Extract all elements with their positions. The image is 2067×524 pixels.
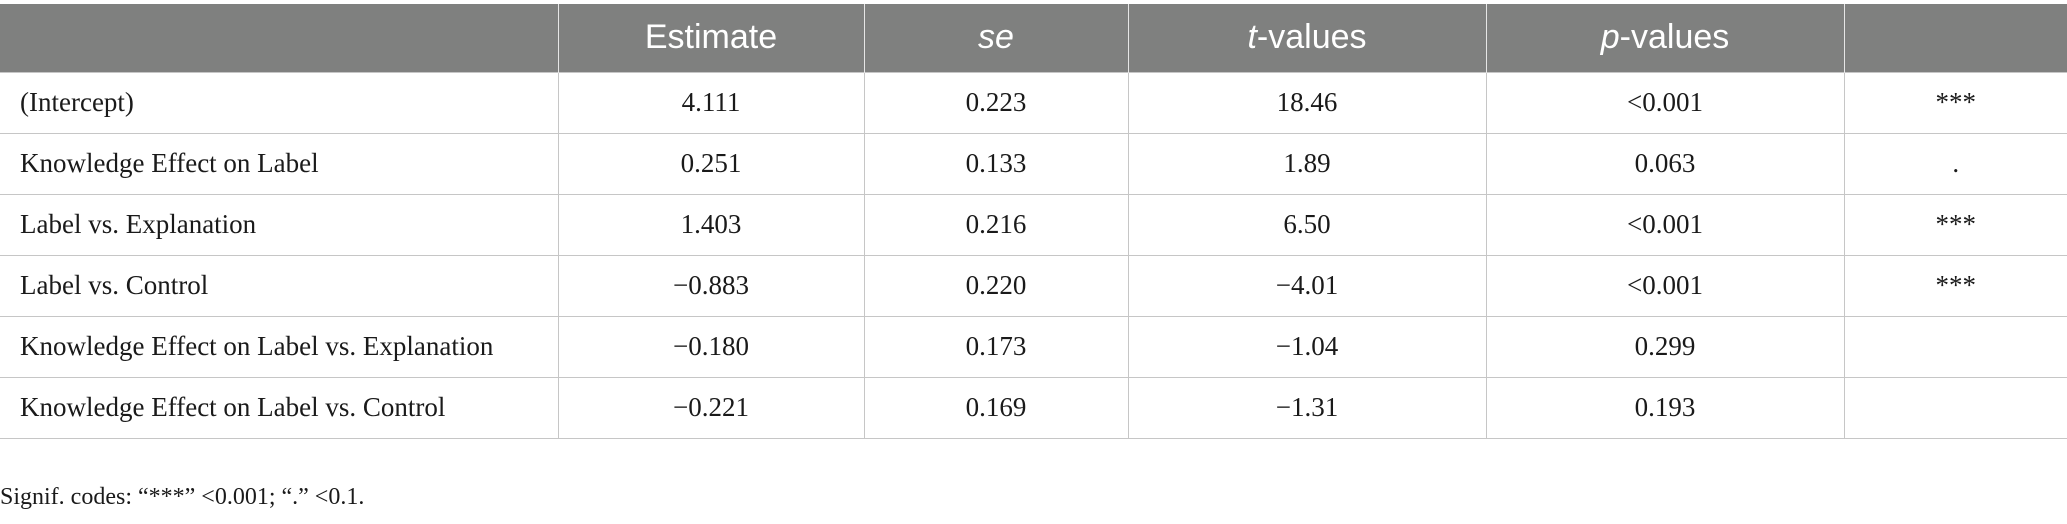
cell-significance	[1843, 315, 2067, 378]
cell-se: 0.216	[863, 193, 1129, 256]
cell-significance: ***	[1843, 71, 2067, 134]
cell-p-value: 0.299	[1485, 315, 1845, 378]
cell-significance: ***	[1843, 254, 2067, 317]
row-label: Knowledge Effect on Label vs. Explanatio…	[0, 315, 559, 378]
header-t-values: t-values	[1128, 4, 1487, 72]
cell-se: 0.169	[863, 376, 1129, 439]
cell-estimate: −0.221	[557, 376, 865, 439]
header-p-italic: p	[1600, 18, 1620, 57]
cell-estimate: 0.251	[557, 132, 865, 195]
cell-significance	[1843, 376, 2067, 439]
cell-t-value: 18.46	[1127, 71, 1487, 134]
table-row: Label vs. Control −0.883 0.220 −4.01 <0.…	[0, 254, 2067, 317]
header-p-rest: -values	[1619, 18, 1730, 57]
header-t-italic: t	[1247, 18, 1257, 57]
cell-estimate: −0.883	[557, 254, 865, 317]
regression-table: Estimate se t-values p-values (Intercept…	[0, 4, 2067, 439]
cell-estimate: 4.111	[557, 71, 865, 134]
cell-p-value: 0.063	[1485, 132, 1845, 195]
cell-se: 0.220	[863, 254, 1129, 317]
cell-t-value: −4.01	[1127, 254, 1487, 317]
regression-table-container: Estimate se t-values p-values (Intercept…	[0, 4, 2067, 439]
table-header-row: Estimate se t-values p-values	[0, 4, 2067, 72]
row-label: Label vs. Control	[0, 254, 559, 317]
header-t-rest: -values	[1256, 18, 1367, 57]
row-label: (Intercept)	[0, 71, 559, 134]
cell-p-value: <0.001	[1485, 254, 1845, 317]
cell-p-value: <0.001	[1485, 71, 1845, 134]
cell-significance: .	[1843, 132, 2067, 195]
cell-p-value: 0.193	[1485, 376, 1845, 439]
cell-estimate: 1.403	[557, 193, 865, 256]
cell-t-value: −1.31	[1127, 376, 1487, 439]
table-row: Label vs. Explanation 1.403 0.216 6.50 <…	[0, 193, 2067, 256]
cell-se: 0.223	[863, 71, 1129, 134]
cell-p-value: <0.001	[1485, 193, 1845, 256]
cell-t-value: 1.89	[1127, 132, 1487, 195]
header-se-text: se	[978, 18, 1014, 57]
cell-estimate: −0.180	[557, 315, 865, 378]
table-row: Knowledge Effect on Label vs. Explanatio…	[0, 315, 2067, 378]
cell-se: 0.173	[863, 315, 1129, 378]
cell-se: 0.133	[863, 132, 1129, 195]
table-row: Knowledge Effect on Label 0.251 0.133 1.…	[0, 132, 2067, 195]
header-label	[0, 4, 559, 72]
cell-t-value: 6.50	[1127, 193, 1487, 256]
row-label: Label vs. Explanation	[0, 193, 559, 256]
table-row: Knowledge Effect on Label vs. Control −0…	[0, 376, 2067, 439]
cell-significance: ***	[1843, 193, 2067, 256]
header-significance	[1844, 4, 2067, 72]
header-p-values: p-values	[1486, 4, 1845, 72]
cell-t-value: −1.04	[1127, 315, 1487, 378]
row-label: Knowledge Effect on Label	[0, 132, 559, 195]
table-footnote: Signif. codes: “***” <0.001; “.” <0.1.	[0, 484, 365, 510]
table-row: (Intercept) 4.111 0.223 18.46 <0.001 ***	[0, 71, 2067, 134]
header-se: se	[864, 4, 1129, 72]
header-estimate: Estimate	[558, 4, 865, 72]
row-label: Knowledge Effect on Label vs. Control	[0, 376, 559, 439]
